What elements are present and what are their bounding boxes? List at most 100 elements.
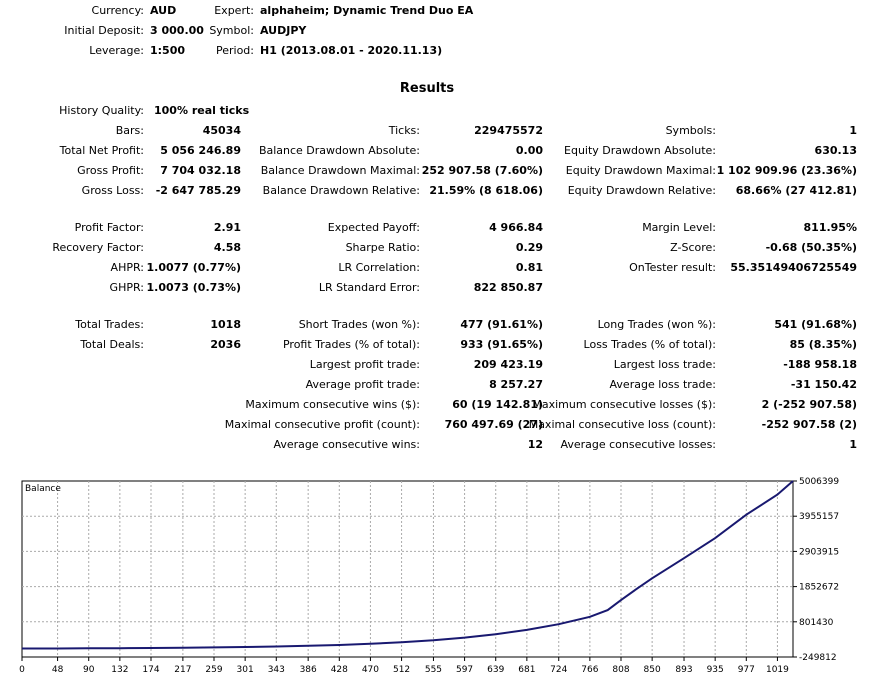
history-quality-label: History Quality: xyxy=(59,104,144,117)
col1-value: 2.91 xyxy=(213,221,241,234)
col2-value: 4 966.84 xyxy=(489,221,543,234)
col2-value: 0.81 xyxy=(515,261,543,274)
col2-label: Maximal consecutive profit (count): xyxy=(224,418,420,431)
period-value: H1 (2013.08.01 - 2020.11.13) xyxy=(260,44,443,57)
initial-deposit-label: Initial Deposit: xyxy=(64,24,144,37)
x-tick-label: 343 xyxy=(268,665,285,675)
col1-value: 2036 xyxy=(210,338,241,351)
col3-label: Symbols: xyxy=(665,124,716,137)
col3-label: Average consecutive losses: xyxy=(560,438,716,451)
col2-value: 60 (19 142.81) xyxy=(452,398,543,411)
plot-frame xyxy=(21,480,794,658)
col2-label: Short Trades (won %): xyxy=(298,318,420,331)
col3-value: 2 (-252 907.58) xyxy=(761,398,857,411)
col2-value: 252 907.58 (7.60%) xyxy=(421,164,543,177)
col1-value: -2 647 785.29 xyxy=(155,184,241,197)
col2-label: Profit Trades (% of total): xyxy=(282,338,420,351)
results-title: Results xyxy=(399,81,455,96)
col3-label: OnTester result: xyxy=(629,261,716,274)
col1-label: Gross Profit: xyxy=(77,164,144,177)
col3-value: 1 xyxy=(849,124,857,137)
col2-value: 0.29 xyxy=(515,241,543,254)
col2-value: 822 850.87 xyxy=(473,281,543,294)
col2-value: 760 497.69 (27) xyxy=(444,418,543,431)
col2-label: Maximum consecutive wins ($): xyxy=(245,398,420,411)
x-tick-label: 132 xyxy=(111,665,128,675)
x-tick-label: 174 xyxy=(142,665,159,675)
chart-legend: Balance xyxy=(25,484,61,494)
col3-value: 630.13 xyxy=(814,144,857,157)
col1-label: AHPR: xyxy=(110,261,144,274)
x-tick-label: 681 xyxy=(518,665,535,675)
col1-value: 4.58 xyxy=(213,241,241,254)
x-tick-label: 470 xyxy=(362,665,379,675)
x-tick-label: 639 xyxy=(487,665,504,675)
expert-label: Expert: xyxy=(214,4,254,17)
col2-label: Average consecutive wins: xyxy=(273,438,420,451)
currency-value: AUD xyxy=(150,4,177,17)
col2-value: 8 257.27 xyxy=(489,378,543,391)
col2-label: Balance Drawdown Maximal: xyxy=(260,164,420,177)
history-quality-value: 100% real ticks xyxy=(154,104,250,117)
col1-label: Total Net Profit: xyxy=(59,144,144,157)
currency-label: Currency: xyxy=(91,4,144,17)
col3-value: 1 102 909.96 (23.36%) xyxy=(716,164,857,177)
x-tick-label: 935 xyxy=(707,665,724,675)
y-tick-label: 5006399 xyxy=(799,477,839,487)
balance-chart-svg: 5006399 3955157 2903915 1852672 801430 -24981… xyxy=(19,477,839,675)
col1-label: Total Deals: xyxy=(80,338,144,351)
col3-value: -0.68 (50.35%) xyxy=(765,241,857,254)
col1-value: 7 704 032.18 xyxy=(160,164,241,177)
symbol-value: AUDJPY xyxy=(260,24,307,37)
x-tick-label: 1019 xyxy=(766,665,789,675)
col1-value: 1.0073 (0.73%) xyxy=(146,281,242,294)
col3-label: Margin Level: xyxy=(642,221,716,234)
col3-value: 811.95% xyxy=(803,221,857,234)
leverage-value: 1:500 xyxy=(150,44,186,57)
x-tick-label: 850 xyxy=(644,665,661,675)
x-tick-label: 217 xyxy=(174,665,191,675)
col3-label: Equity Drawdown Relative: xyxy=(567,184,716,197)
col2-label: Largest profit trade: xyxy=(309,358,420,371)
col1-label: Gross Loss: xyxy=(81,184,144,197)
col2-label: LR Standard Error: xyxy=(318,281,420,294)
col3-value: 541 (91.68%) xyxy=(774,318,857,331)
col2-value: 933 (91.65%) xyxy=(460,338,543,351)
col2-value: 12 xyxy=(527,438,543,451)
col3-label: Maximum consecutive losses ($): xyxy=(532,398,716,411)
col2-label: Expected Payoff: xyxy=(327,221,420,234)
y-tick-label: 2903915 xyxy=(799,547,839,557)
symbol-label: Symbol: xyxy=(209,24,254,37)
col3-value: 1 xyxy=(849,438,857,451)
col2-value: 21.59% (8 618.06) xyxy=(429,184,543,197)
x-tick-label: 301 xyxy=(237,665,254,675)
x-tick-label: 724 xyxy=(550,665,567,675)
y-tick-label: -249812 xyxy=(799,653,837,663)
col3-label: Long Trades (won %): xyxy=(597,318,716,331)
col2-value: 477 (91.61%) xyxy=(460,318,543,331)
period-label: Period: xyxy=(215,44,254,57)
col2-label: Balance Drawdown Relative: xyxy=(262,184,420,197)
x-tick-label: 386 xyxy=(300,665,317,675)
col2-label: LR Correlation: xyxy=(338,261,420,274)
col3-value: 55.35149406725549 xyxy=(730,261,857,274)
col2-label: Ticks: xyxy=(388,124,420,137)
col1-label: Recovery Factor: xyxy=(52,241,144,254)
col1-label: Total Trades: xyxy=(75,318,144,331)
col1-value: 5 056 246.89 xyxy=(160,144,241,157)
y-tick-label: 3955157 xyxy=(799,512,839,522)
x-tick-label: 428 xyxy=(331,665,348,675)
x-tick-label: 512 xyxy=(393,665,410,675)
initial-deposit-value: 3 000.00 xyxy=(150,24,204,37)
x-tick-label: 977 xyxy=(738,665,755,675)
col2-label: Sharpe Ratio: xyxy=(345,241,420,254)
y-tick-label: 801430 xyxy=(799,618,834,628)
y-tick-label: 1852672 xyxy=(799,583,839,593)
col3-label: Z-Score: xyxy=(670,241,716,254)
col2-label: Average profit trade: xyxy=(305,378,420,391)
col3-label: Equity Drawdown Absolute: xyxy=(564,144,716,157)
col1-value: 45034 xyxy=(202,124,241,137)
col1-value: 1018 xyxy=(210,318,241,331)
col3-label: Equity Drawdown Maximal: xyxy=(565,164,716,177)
x-tick-label: 808 xyxy=(612,665,629,675)
